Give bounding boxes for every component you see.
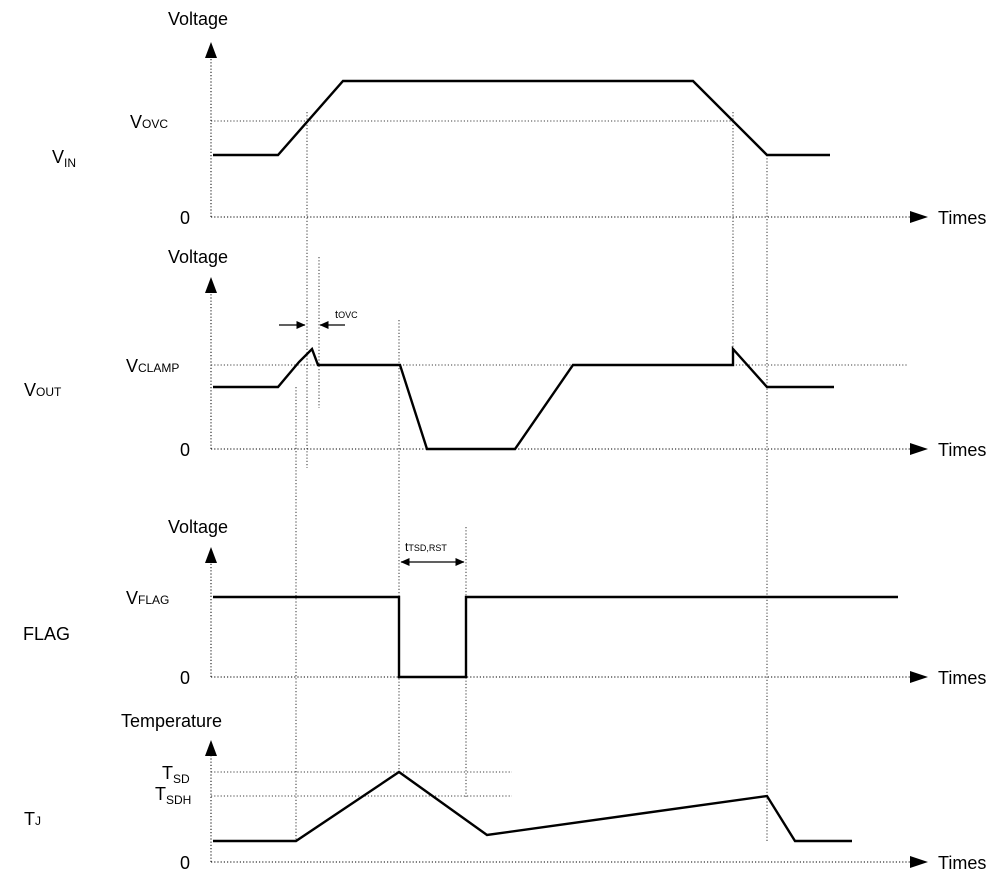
tj-y-axis-arrow-icon [205, 740, 217, 756]
tj-x-axis-arrow-icon [910, 856, 928, 868]
timing-guides [295, 112, 768, 842]
panel-vout: Voltage Times 0 VCLAMP VOUT tOVC [24, 247, 986, 460]
panel-vin: Voltage Times 0 VOVC VIN [52, 9, 986, 228]
vout-signal-label: VOUT [24, 380, 62, 400]
vin-vovc-label: VOVC [130, 112, 168, 132]
ttsd-rst-label: tTSD,RST [405, 540, 447, 554]
panel-tj: Temperature Times 0 TSD TSDH TJ [24, 711, 986, 873]
flag-x-axis-arrow-icon [910, 671, 928, 683]
tj-waveform [213, 770, 852, 843]
tj-tsd-label: TSD [162, 763, 190, 786]
vin-x-axis-arrow-icon [910, 211, 928, 223]
panel-flag: Voltage Times 0 VFLAG FLAG tTSD,RST [23, 517, 986, 688]
vout-waveform [213, 345, 834, 451]
vout-x-axis-label: Times [938, 440, 986, 460]
tj-signal-label: TJ [24, 809, 41, 829]
flag-y-axis-arrow-icon [205, 547, 217, 563]
flag-y-axis-label: Voltage [168, 517, 228, 537]
flag-x-axis-label: Times [938, 668, 986, 688]
flag-zero-label: 0 [180, 668, 190, 688]
vout-x-axis-arrow-icon [910, 443, 928, 455]
flag-signal-label: FLAG [23, 624, 70, 644]
vin-x-axis-label: Times [938, 208, 986, 228]
vin-signal-label: VIN [52, 147, 76, 170]
tovc-label: tOVC [335, 309, 358, 321]
vin-waveform [213, 79, 830, 157]
vin-y-axis-arrow-icon [205, 42, 217, 58]
vout-vclamp-label: VCLAMP [126, 356, 179, 376]
vout-y-axis-arrow-icon [205, 277, 217, 293]
vout-y-axis-label: Voltage [168, 247, 228, 267]
tj-tsdh-label: TSDH [155, 784, 191, 807]
vout-zero-label: 0 [180, 440, 190, 460]
tj-zero-label: 0 [180, 853, 190, 873]
tj-x-axis-label: Times [938, 853, 986, 873]
flag-waveform [213, 595, 898, 679]
tj-y-axis-label: Temperature [121, 711, 222, 731]
flag-vflag-label: VFLAG [126, 588, 169, 608]
vin-y-axis-label: Voltage [168, 9, 228, 29]
vin-zero-label: 0 [180, 208, 190, 228]
